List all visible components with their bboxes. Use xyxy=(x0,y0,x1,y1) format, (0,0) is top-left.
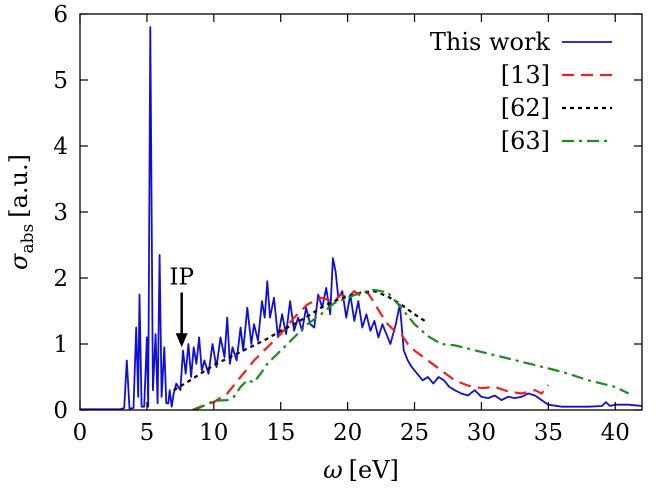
series-line-1 xyxy=(80,26,642,410)
x-tick-label: 5 xyxy=(140,420,155,446)
x-tick-label: 10 xyxy=(199,420,228,446)
y-tick-label: 6 xyxy=(53,2,68,28)
x-tick-label: 15 xyxy=(266,420,295,446)
legend-label-4: [63] xyxy=(501,127,550,155)
x-axis-symbol: ω xyxy=(323,456,343,484)
x-axis-ticks: 0 5 10 15 20 25 30 35 40 xyxy=(73,14,630,446)
ip-annotation: IP xyxy=(169,265,194,348)
y-axis-symbol: σ xyxy=(5,253,33,270)
x-tick-label: 20 xyxy=(333,420,362,446)
y-axis-ticks: 0 1 2 3 4 5 6 xyxy=(53,2,642,424)
x-tick-label: 40 xyxy=(601,420,630,446)
series-line-2 xyxy=(191,290,550,410)
y-axis-title: σabs [a.u.] xyxy=(5,154,38,270)
y-tick-label: 3 xyxy=(53,200,68,226)
series-line-3 xyxy=(173,290,429,392)
legend: This work [13] [62] [63] xyxy=(430,28,612,155)
ip-label: IP xyxy=(169,265,194,291)
plot-area xyxy=(79,13,643,411)
y-tick-label: 5 xyxy=(53,68,68,94)
x-tick-label: 30 xyxy=(467,420,496,446)
ip-arrow-head-icon xyxy=(175,333,188,348)
series-layer xyxy=(80,26,642,410)
y-axis-unit: [a.u.] xyxy=(5,154,33,218)
x-axis-unit: [eV] xyxy=(349,456,399,484)
y-tick-label: 4 xyxy=(53,134,68,160)
y-tick-label: 1 xyxy=(53,332,68,358)
legend-label-1: This work xyxy=(430,28,551,56)
x-tick-label: 0 xyxy=(73,420,88,446)
legend-label-2: [13] xyxy=(501,61,550,89)
y-tick-label: 2 xyxy=(53,266,68,292)
y-axis-subscript: abs xyxy=(18,224,38,254)
x-tick-label: 25 xyxy=(400,420,429,446)
x-axis-title: ω [eV] xyxy=(323,456,399,484)
x-tick-label: 35 xyxy=(534,420,563,446)
y-tick-label: 0 xyxy=(53,398,68,424)
series-line-4 xyxy=(193,288,630,410)
legend-label-3: [62] xyxy=(501,94,550,122)
